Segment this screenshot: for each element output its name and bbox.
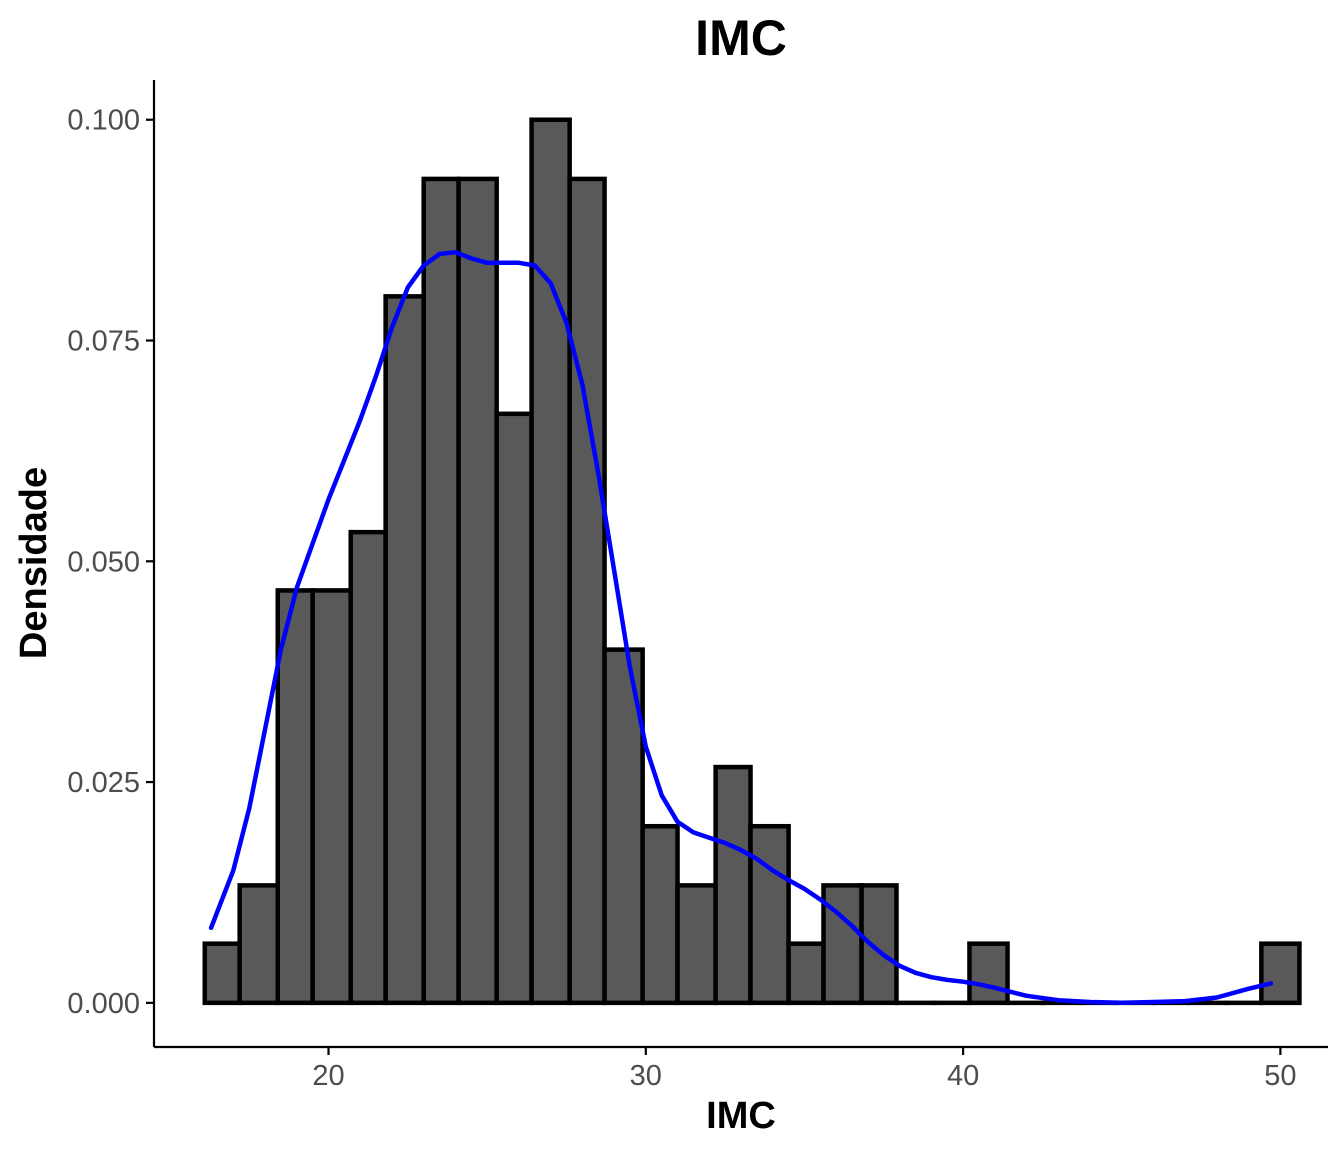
x-tick-label: 50 [1264, 1060, 1296, 1092]
chart-title: IMC [695, 10, 787, 66]
histogram-bar [859, 883, 899, 1006]
histogram-bar [275, 588, 315, 1006]
histogram-bar [786, 941, 826, 1006]
y-tick-label: 0.075 [67, 326, 140, 358]
y-tick-label: 0.050 [67, 546, 140, 578]
x-tick-label: 40 [947, 1060, 979, 1092]
histogram-bar [529, 117, 572, 1006]
histogram-bar [967, 941, 1010, 1006]
histogram-bar [1259, 941, 1302, 1006]
y-axis-ticks: 0.000 0.025 0.050 0.075 0.100 [67, 105, 154, 1020]
y-tick-label: 0.100 [67, 105, 140, 137]
x-axis-title: IMC [706, 1095, 776, 1137]
histogram-bar [675, 883, 718, 1006]
histogram-bar [748, 823, 791, 1006]
histogram-bars [202, 117, 1302, 1006]
density-curve [208, 249, 1274, 1006]
histogram-bar [567, 176, 607, 1006]
histogram-bar [421, 176, 461, 1006]
y-tick-label: 0.025 [67, 767, 140, 799]
histogram-bar [821, 883, 864, 1006]
histogram-bar [202, 941, 242, 1006]
histogram-bar [456, 176, 499, 1006]
x-axis-ticks: 20 30 40 50 [312, 1047, 1297, 1092]
histogram-bar [640, 823, 680, 1006]
x-tick-label: 20 [312, 1060, 344, 1092]
histogram-bar [494, 411, 534, 1006]
x-tick-label: 30 [630, 1060, 662, 1092]
histogram-bar [310, 588, 353, 1006]
histogram-bar [713, 764, 753, 1006]
y-axis-title: Densidade [13, 467, 55, 659]
y-tick-label: 0.000 [67, 988, 140, 1020]
histogram-bar [348, 529, 388, 1006]
histogram-bar [237, 883, 280, 1006]
histogram-bar [383, 294, 426, 1006]
